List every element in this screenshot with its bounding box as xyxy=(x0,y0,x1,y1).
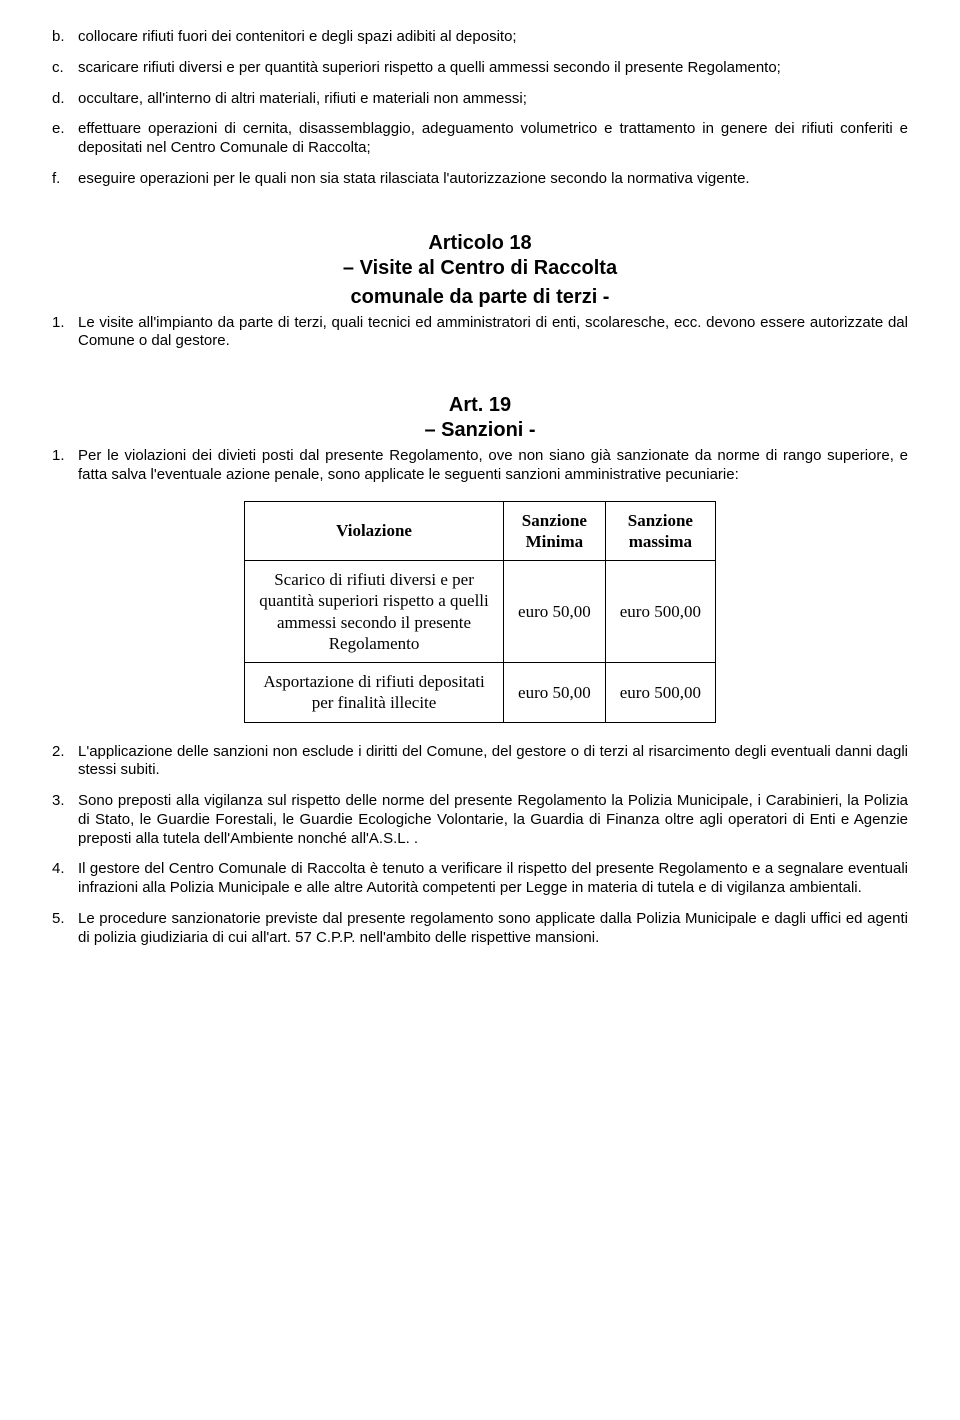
paragraph-text: Per le violazioni dei divieti posti dal … xyxy=(78,447,908,483)
article-18-subtitle-1: – Visite al Centro di Raccolta xyxy=(52,256,908,281)
article-18: Articolo 18 – Visite al Centro di Raccol… xyxy=(52,231,908,352)
paragraph-text: Sono preposti alla vigilanza sul rispett… xyxy=(78,792,908,847)
col-sanzione-massima: Sanzione massima xyxy=(605,501,715,561)
list-marker: b. xyxy=(52,28,65,47)
list-item-b: b. collocare rifiuti fuori dei contenito… xyxy=(52,28,908,47)
article-18-title: Articolo 18 xyxy=(52,231,908,256)
cell-violation: Asportazione di rifiuti depositati per f… xyxy=(245,663,504,723)
article-19-title: Art. 19 xyxy=(52,393,908,418)
num-marker: 1. xyxy=(52,314,65,333)
list-item-f: f. eseguire operazioni per le quali non … xyxy=(52,170,908,189)
article-19-p1: 1. Per le violazioni dei divieti posti d… xyxy=(52,447,908,485)
table-header-row: Violazione Sanzione Minima Sanzione mass… xyxy=(245,501,716,561)
list-text: effettuare operazioni di cernita, disass… xyxy=(78,120,908,156)
article-18-subtitle-2: comunale da parte di terzi - xyxy=(52,285,908,310)
paragraph-text: Le procedure sanzionatorie previste dal … xyxy=(78,910,908,946)
col-violazione: Violazione xyxy=(245,501,504,561)
num-marker: 4. xyxy=(52,860,65,879)
cell-violation: Scarico di rifiuti diversi e per quantit… xyxy=(245,561,504,663)
paragraph-text: Il gestore del Centro Comunale di Raccol… xyxy=(78,860,908,896)
cell-min: euro 50,00 xyxy=(504,663,606,723)
article-18-p1: 1. Le visite all'impianto da parte di te… xyxy=(52,314,908,352)
list-item-c: c. scaricare rifiuti diversi e per quant… xyxy=(52,59,908,78)
cell-min: euro 50,00 xyxy=(504,561,606,663)
list-marker: f. xyxy=(52,170,60,189)
list-text: eseguire operazioni per le quali non sia… xyxy=(78,170,750,187)
list-marker: e. xyxy=(52,120,65,139)
list-marker: d. xyxy=(52,90,65,109)
num-marker: 1. xyxy=(52,447,65,466)
article-19-subtitle: – Sanzioni - xyxy=(52,418,908,443)
cell-max: euro 500,00 xyxy=(605,663,715,723)
sanctions-table: Violazione Sanzione Minima Sanzione mass… xyxy=(244,501,716,723)
list-marker: c. xyxy=(52,59,64,78)
num-marker: 5. xyxy=(52,910,65,929)
num-marker: 2. xyxy=(52,743,65,762)
table-row: Scarico di rifiuti diversi e per quantit… xyxy=(245,561,716,663)
table-row: Asportazione di rifiuti depositati per f… xyxy=(245,663,716,723)
num-marker: 3. xyxy=(52,792,65,811)
article-19: Art. 19 – Sanzioni - 1. Per le violazion… xyxy=(52,393,908,947)
paragraph-text: L'applicazione delle sanzioni non esclud… xyxy=(78,743,908,779)
paragraph-text: Le visite all'impianto da parte di terzi… xyxy=(78,314,908,350)
list-item-d: d. occultare, all'interno di altri mater… xyxy=(52,90,908,109)
article-19-p4: 4. Il gestore del Centro Comunale di Rac… xyxy=(52,860,908,898)
article-19-p5: 5. Le procedure sanzionatorie previste d… xyxy=(52,910,908,948)
article-19-p3: 3. Sono preposti alla vigilanza sul risp… xyxy=(52,792,908,848)
list-text: collocare rifiuti fuori dei contenitori … xyxy=(78,28,517,45)
col-sanzione-minima: Sanzione Minima xyxy=(504,501,606,561)
list-item-e: e. effettuare operazioni di cernita, dis… xyxy=(52,120,908,158)
article-19-p2: 2. L'applicazione delle sanzioni non esc… xyxy=(52,743,908,781)
list-text: occultare, all'interno di altri material… xyxy=(78,90,527,107)
cell-max: euro 500,00 xyxy=(605,561,715,663)
list-text: scaricare rifiuti diversi e per quantità… xyxy=(78,59,781,76)
